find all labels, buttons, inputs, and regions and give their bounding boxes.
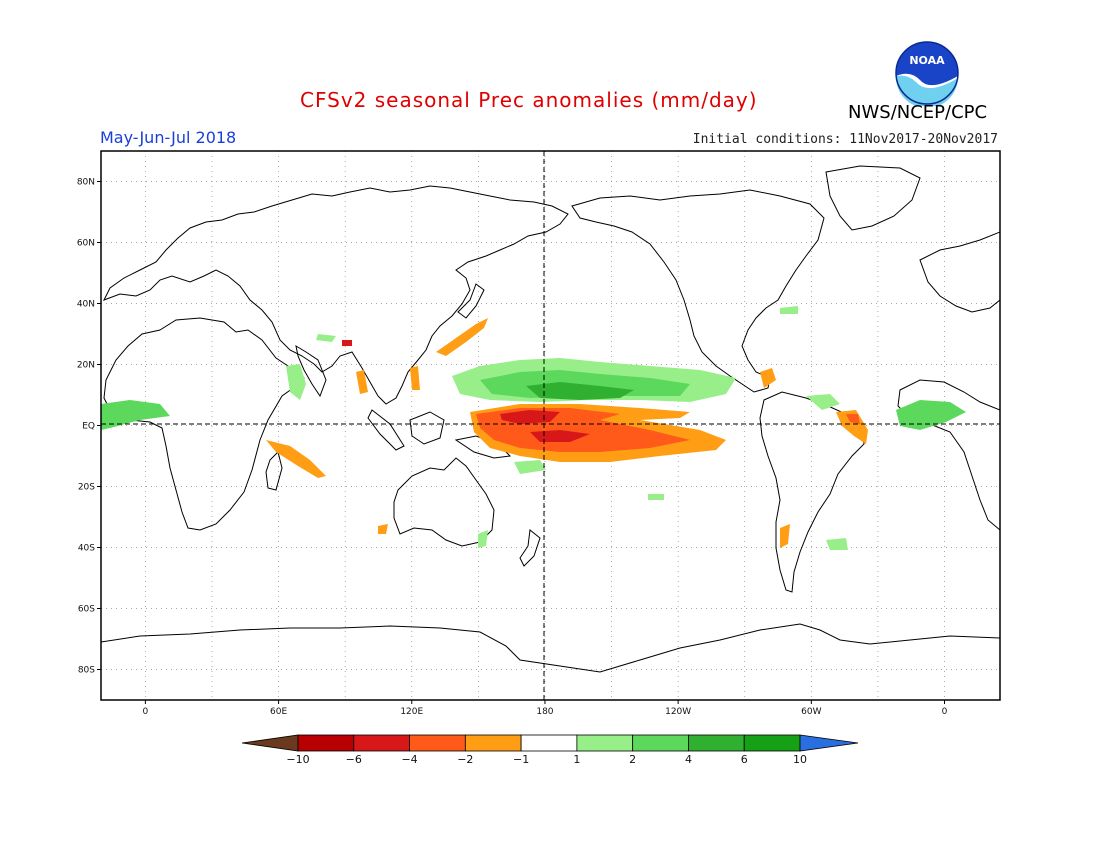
coast-india [295,344,327,398]
colorbar-label: −10 [286,753,309,766]
lat-tick-label: 20N [77,361,95,371]
colorbar-swatch [688,734,745,752]
latitude-labels: 80N 60N 40N 20N EQ 20S 40S 60S 80S [77,178,101,676]
colorbar-label: −1 [513,753,529,766]
dry-central-america [760,368,776,388]
lat-tick-label: 80S [78,666,95,676]
lon-tick-label: 60E [270,707,287,717]
colorbar-label: 6 [741,753,748,766]
dry-bangladesh [342,340,352,346]
coast-greenland [825,165,921,231]
coast-antarctica [101,623,1000,673]
colorbar-label: −2 [457,753,473,766]
dry-strong [500,410,560,424]
longitude-labels: 0 60E 120E 180 120W 60W 0 [143,700,948,717]
colorbar-label: 1 [573,753,580,766]
colorbar-swatch [576,734,634,752]
lat-tick-label: 40S [78,544,95,554]
lat-tick-label: 80N [77,178,95,188]
dry-aus-sw [378,524,388,534]
dry-south-china [410,366,420,390]
wet-sa-south [826,538,848,550]
colorbar-min-arrow [241,734,299,752]
colorbar-swatch [297,734,355,752]
lat-tick-label: 40N [77,300,95,310]
dry-amazon-core [846,414,860,424]
coast-europe-east [919,231,1000,313]
lon-tick-label: 0 [942,707,948,717]
wet-australia-east [478,530,488,548]
colorbar-label: 10 [793,753,807,766]
wet-atlantic-light [806,394,840,410]
colorbar-max-arrow [799,734,859,752]
colorbar-swatch [743,734,801,752]
dry-chile [780,524,790,548]
wet-southpac [514,460,546,474]
colorbar-label: −6 [346,753,362,766]
dry-burma [356,370,368,394]
coast-newguinea [454,435,512,459]
wet-india [286,364,306,400]
colorbar-label: −4 [401,753,417,766]
logo-lettering: NOAA [909,54,945,67]
agency-label: NWS/NCEP/CPC [848,102,988,123]
lat-tick-label: 60N [77,239,95,249]
lat-tick-label: EQ [82,422,95,432]
dry-indian [266,440,326,478]
colorbar-swatch [409,734,466,752]
lon-tick-label: 120W [665,707,691,717]
wet-band-strong [526,382,634,400]
coast-newzealand [519,529,541,567]
coast-australia [393,457,495,547]
colorbar: −10 −6 −4 −2 −1 1 2 4 6 10 [241,734,859,766]
wet-atlantic-west [101,400,170,430]
lon-tick-label: 120E [400,707,423,717]
dry-strong-2 [530,430,590,442]
precip-anomaly-shading [101,306,966,550]
coast-north-america [571,189,825,393]
colorbar-swatch [632,734,689,752]
colorbar-label: 2 [629,753,636,766]
wet-southpac-2 [648,494,664,500]
dry-amazon [836,410,868,444]
coast-eurasia [102,185,569,405]
forecast-period: May-Jun-Jul 2018 [100,128,237,147]
coast-japan [457,283,485,319]
dry-wpac [436,318,488,356]
lon-tick-label: 180 [536,707,553,717]
chart-title: CFSv2 seasonal Prec anomalies (mm/day) [300,88,758,112]
noaa-logo: NOAA [894,40,960,110]
lon-tick-label: 60W [801,707,821,717]
colorbar-label: 4 [685,753,692,766]
lat-tick-label: 60S [78,605,95,615]
lat-tick-label: 20S [78,483,95,493]
wet-tibet [316,334,336,342]
colorbar-swatch [353,734,410,752]
initial-conditions: Initial conditions: 11Nov2017-20Nov2017 [692,132,998,147]
colorbar-swatch [464,734,522,752]
wet-atlantic-east [896,400,966,430]
colorbar-swatch [520,734,578,752]
lon-tick-label: 0 [143,707,149,717]
coast-borneo [409,411,445,445]
wet-nw-atlantic [780,306,798,314]
